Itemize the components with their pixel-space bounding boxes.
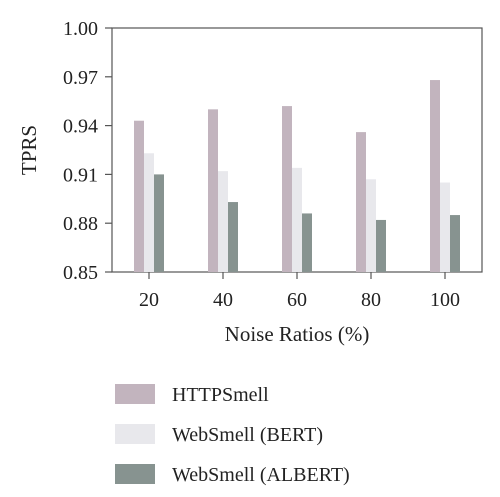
legend-label: HTTPSmell [172, 384, 269, 406]
y-tick-label: 0.85 [63, 262, 98, 284]
y-tick-label: 0.88 [63, 213, 98, 235]
bar [134, 120, 144, 272]
bar [376, 219, 386, 272]
y-axis-title: TPRS [17, 125, 41, 175]
bar [144, 153, 154, 272]
x-tick-label: 60 [287, 289, 307, 311]
x-tick-label: 40 [213, 289, 233, 311]
x-axis-ticks: 20 40 60 80 100 [139, 272, 460, 311]
bar [282, 106, 292, 272]
bar [356, 132, 366, 272]
x-axis-title: Noise Ratios (%) [225, 322, 370, 346]
bar [440, 182, 450, 272]
legend-swatch [115, 384, 155, 404]
legend: HTTPSmell WebSmell (BERT) WebSmell (ALBERT… [115, 384, 350, 486]
bar [228, 202, 238, 272]
y-tick-label: 0.91 [63, 164, 98, 186]
bar [302, 213, 312, 272]
x-tick-label: 20 [139, 289, 159, 311]
bar [292, 167, 302, 272]
y-tick-label: 1.00 [63, 18, 98, 40]
y-axis-ticks: 0.85 0.88 0.91 0.94 0.97 1.00 [63, 18, 112, 284]
y-tick-label: 0.97 [63, 67, 98, 89]
bar [430, 80, 440, 272]
legend-label: WebSmell (BERT) [172, 424, 323, 446]
legend-swatch [115, 464, 155, 484]
x-tick-label: 80 [361, 289, 381, 311]
bar [366, 179, 376, 272]
bar [154, 174, 164, 272]
bar [208, 109, 218, 272]
bar [450, 215, 460, 272]
y-tick-label: 0.94 [63, 116, 98, 138]
bars-group [134, 80, 460, 272]
legend-label: WebSmell (ALBERT) [172, 464, 350, 486]
x-tick-label: 100 [430, 289, 460, 311]
legend-swatch [115, 424, 155, 444]
bar [218, 171, 228, 272]
